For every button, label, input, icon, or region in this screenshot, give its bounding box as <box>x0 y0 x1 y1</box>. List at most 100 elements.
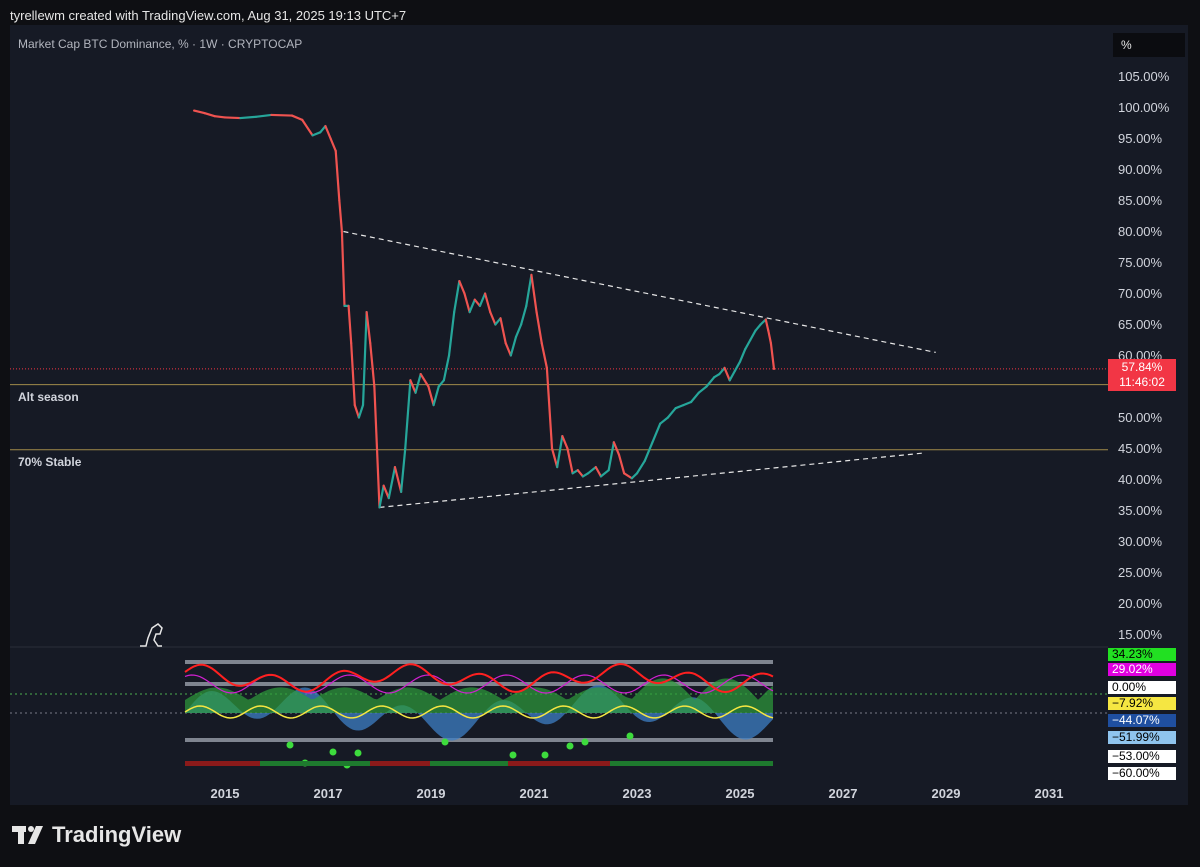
oscillator-state-strip <box>640 761 773 766</box>
price-segment <box>254 113 273 118</box>
price-segment <box>489 311 497 326</box>
dinosaur-icon <box>140 623 163 647</box>
chart-credit: tyrellewm created with TradingView.com, … <box>10 8 407 23</box>
y-tick-label: 25.00% <box>1118 564 1163 580</box>
last-price-badge: 57.84% 11:46:02 <box>1108 358 1176 391</box>
y-tick-label: 20.00% <box>1118 595 1163 611</box>
oscillator-value-badge: −51.99% <box>1108 731 1176 744</box>
price-segment <box>437 379 445 388</box>
price-segment <box>623 472 633 480</box>
bar-countdown: 11:46:02 <box>1119 374 1165 389</box>
price-segment <box>458 280 466 295</box>
oscillator-state-strip <box>430 761 508 766</box>
oscillator-signal-dot <box>626 732 634 740</box>
y-tick-label: 80.00% <box>1118 223 1163 239</box>
y-tick-label: 95.00% <box>1118 130 1163 146</box>
level-line-label: Alt season <box>18 389 79 404</box>
price-segment <box>387 466 397 500</box>
price-segment <box>754 323 762 332</box>
y-tick-label: 105.00% <box>1118 68 1170 84</box>
price-segment <box>447 311 456 357</box>
price-segment <box>340 230 346 307</box>
price-segment <box>400 447 407 493</box>
price-segment <box>738 348 747 363</box>
price-segment <box>301 118 314 137</box>
price-segment <box>643 441 654 462</box>
price-segment <box>520 304 528 326</box>
price-segment <box>550 447 559 469</box>
price-segment <box>545 366 554 450</box>
price-segment <box>525 273 533 307</box>
price-segment <box>239 115 257 120</box>
x-tick-label: 2025 <box>725 786 755 801</box>
price-segment <box>561 435 569 450</box>
oscillator-green-area <box>185 678 773 713</box>
oscillator-value-badge: −7.92% <box>1108 697 1176 710</box>
oscillator-state-strip <box>508 761 610 766</box>
oscillator-signal-dot <box>581 738 589 746</box>
oscillator-state-strip <box>370 761 430 766</box>
tradingview-logo-icon <box>12 826 43 844</box>
oscillator-value-badge: 0.00% <box>1108 681 1176 694</box>
price-segment <box>594 466 603 478</box>
x-tick-label: 2027 <box>828 786 858 801</box>
price-segment <box>540 342 548 369</box>
trendline <box>343 230 936 353</box>
price-segment <box>353 404 360 419</box>
price-segment <box>361 311 368 407</box>
price-segment <box>483 292 492 314</box>
y-tick-label: 50.00% <box>1118 409 1163 425</box>
price-segment <box>478 292 487 307</box>
price-segment <box>566 447 574 475</box>
oscillator-signal-dot <box>354 749 362 757</box>
price-segment <box>442 354 451 382</box>
x-tick-label: 2021 <box>519 786 549 801</box>
price-segment <box>556 435 564 469</box>
x-tick-label: 2029 <box>931 786 961 801</box>
oscillator-signal-dot <box>441 738 449 746</box>
price-segment <box>659 416 670 425</box>
price-segment <box>733 360 742 373</box>
oscillator-band <box>185 660 773 664</box>
price-segment <box>509 335 518 357</box>
y-tick-label: 65.00% <box>1118 316 1163 332</box>
oscillator-band <box>185 682 773 686</box>
price-segment <box>682 400 693 407</box>
y-tick-label: 30.00% <box>1118 533 1163 549</box>
price-segment <box>586 466 597 475</box>
price-segment <box>599 469 610 478</box>
level-line-label: 70% Stable <box>18 454 82 469</box>
price-segment <box>723 366 731 382</box>
y-tick-label: 90.00% <box>1118 161 1163 177</box>
last-price-value: 57.84% <box>1121 359 1163 374</box>
price-segment <box>697 385 708 394</box>
oscillator-value-badge: −44.07% <box>1108 714 1176 727</box>
price-segment <box>749 329 757 342</box>
y-tick-label: 45.00% <box>1118 440 1163 456</box>
price-segment <box>769 342 776 370</box>
x-tick-label: 2015 <box>210 786 240 801</box>
y-tick-label: 40.00% <box>1118 471 1163 487</box>
price-segment <box>270 113 294 117</box>
price-segment <box>635 459 646 475</box>
unit-button[interactable]: % <box>1113 33 1185 57</box>
price-segment <box>404 379 412 450</box>
oscillator-state-strip <box>610 761 640 766</box>
price-segment <box>473 298 482 307</box>
price-segment <box>409 379 417 394</box>
price-segment <box>504 342 512 357</box>
y-tick-label: 35.00% <box>1118 502 1163 518</box>
y-tick-label: 75.00% <box>1118 254 1163 270</box>
price-segment <box>764 318 770 332</box>
price-segment <box>419 373 430 388</box>
price-segment <box>617 453 626 475</box>
oscillator-signal-dot <box>566 742 574 750</box>
price-segment <box>705 376 716 388</box>
price-segment <box>744 338 752 351</box>
oscillator-value-badge: −60.00% <box>1108 767 1176 780</box>
oscillator-band <box>185 738 773 742</box>
y-tick-label: 70.00% <box>1118 285 1163 301</box>
price-segment <box>319 124 327 134</box>
symbol-title[interactable]: Market Cap BTC Dominance, % · 1W · CRYPT… <box>18 37 303 51</box>
